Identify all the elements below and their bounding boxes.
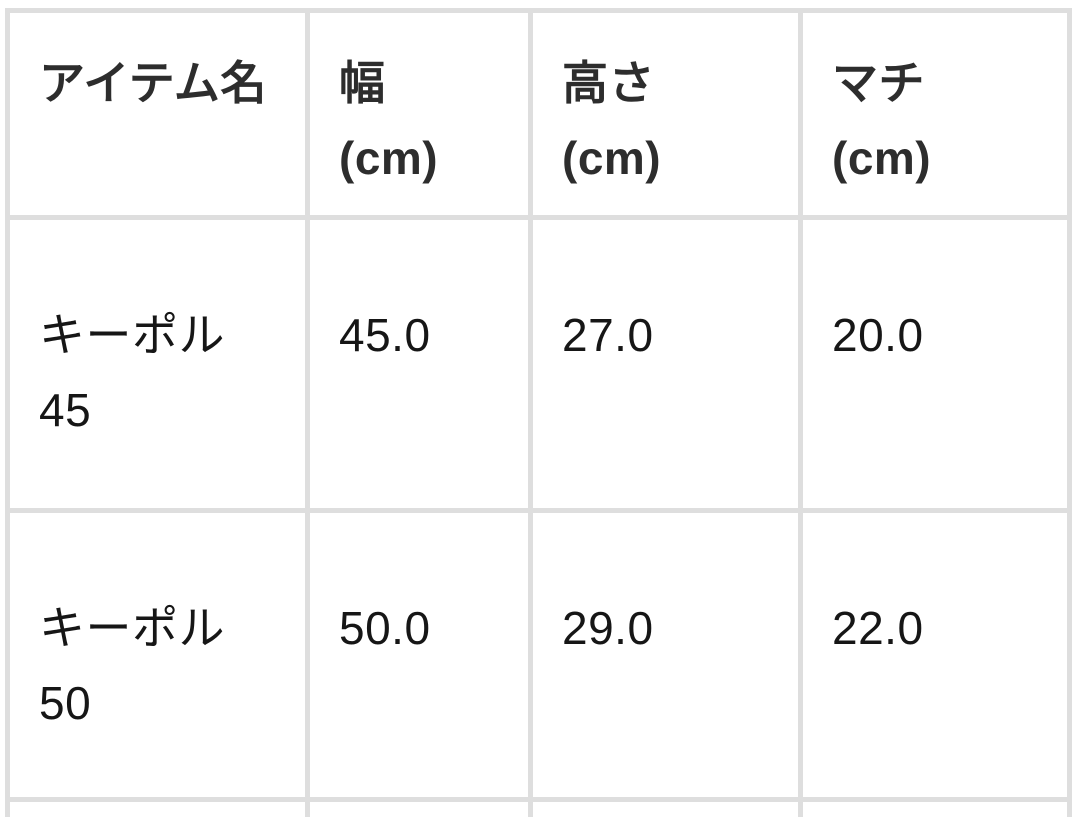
cell-item-name: キーポル 50 [5,513,310,803]
cell-item-name: キーポル 45 [5,220,310,514]
column-header-gusset: マチ (cm) [803,8,1072,221]
table-header: アイテム名 幅 (cm) 高さ (cm) マチ (cm) [5,8,1072,221]
item-dimensions-table: アイテム名 幅 (cm) 高さ (cm) マチ (cm) [5,8,1072,817]
column-header-height: 高さ (cm) [533,8,803,221]
cell-gusset: 20.0 [803,220,1072,514]
column-header-gusset-unit: (cm) [832,131,932,184]
cell-width: 50.0 [310,513,533,803]
column-header-gusset-label: マチ [832,57,925,109]
table-row: キーポル 45 45.0 27.0 20.0 [5,220,1072,514]
cell-item-name-line1: キーポル [39,309,225,362]
cell-width: 45.0 [310,220,533,514]
column-header-item-name: アイテム名 [5,8,310,221]
column-header-width-unit: (cm) [339,131,439,184]
cell-item-name-line2: 45 [39,383,92,436]
cell-item-name-line2: 50 [39,676,92,729]
table-row: キーポル 50 50.0 29.0 22.0 [5,513,1072,803]
table-row [5,802,1072,817]
cell-height: 27.0 [533,220,803,514]
cell-gusset: 22.0 [803,513,1072,803]
column-header-width: 幅 (cm) [310,8,533,221]
column-header-height-unit: (cm) [562,131,662,184]
cell-item-name-line1: キーポル [39,602,225,655]
cell-height [533,802,803,817]
column-header-item-name-label: アイテム名 [39,57,267,109]
cell-width [310,802,533,817]
column-header-width-label: 幅 [339,57,386,109]
column-header-height-label: 高さ [562,57,655,109]
cell-item-name [5,802,310,817]
cell-height: 29.0 [533,513,803,803]
cell-gusset [803,802,1072,817]
table-body: キーポル 45 45.0 27.0 20.0 キーポル 50 50.0 29.0… [5,220,1072,817]
table-header-row: アイテム名 幅 (cm) 高さ (cm) マチ (cm) [5,8,1072,221]
dimensions-table-container: アイテム名 幅 (cm) 高さ (cm) マチ (cm) [5,8,1072,817]
